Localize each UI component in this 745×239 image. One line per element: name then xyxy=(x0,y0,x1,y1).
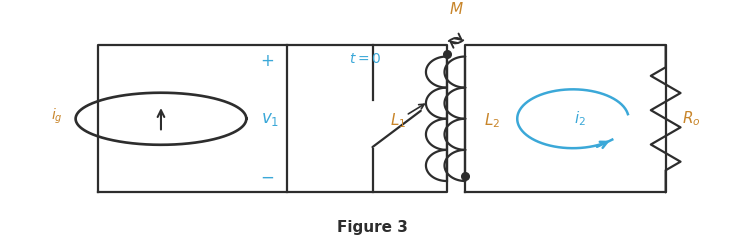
Text: $M$: $M$ xyxy=(448,1,463,17)
Text: $L_2$: $L_2$ xyxy=(484,112,500,130)
FancyArrowPatch shape xyxy=(451,40,463,48)
Text: $i_g$: $i_g$ xyxy=(51,107,63,126)
Text: $v_1$: $v_1$ xyxy=(261,110,279,128)
Text: $i_2$: $i_2$ xyxy=(574,109,586,128)
Text: $+$: $+$ xyxy=(260,52,274,70)
FancyArrowPatch shape xyxy=(448,34,461,41)
Text: $R_o$: $R_o$ xyxy=(682,109,700,128)
Text: $-$: $-$ xyxy=(260,168,274,185)
Text: $t = 0$: $t = 0$ xyxy=(349,52,381,66)
Text: Figure 3: Figure 3 xyxy=(337,220,408,235)
Text: $L_1$: $L_1$ xyxy=(390,112,406,130)
